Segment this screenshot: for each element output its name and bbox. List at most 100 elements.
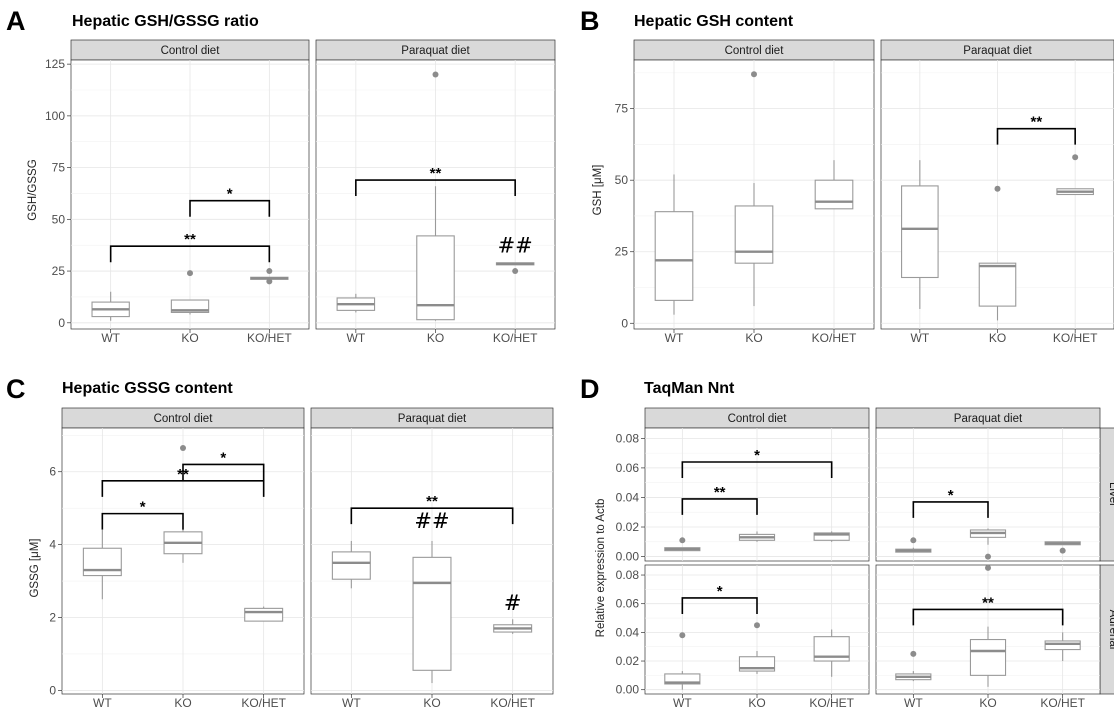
box-iqr — [734, 205, 774, 264]
boxplot-ko-het — [244, 606, 284, 622]
outlier-point — [1059, 547, 1066, 554]
x-tick-label: KO/HET — [247, 331, 292, 345]
boxplot-ko — [969, 528, 1007, 560]
y-tick-label: 0.04 — [616, 625, 640, 639]
significance-label: * — [140, 499, 146, 516]
boxplot-ko — [163, 445, 203, 563]
panel-letter: D — [580, 374, 600, 404]
significance-label: * — [227, 186, 233, 203]
facet-strip-label: Paraquat diet — [963, 45, 1032, 57]
significance-bracket — [101, 480, 265, 497]
boxplot-ko — [412, 540, 452, 684]
chart-title: Hepatic GSSG content — [62, 380, 233, 397]
boxplot-ko-het — [1044, 541, 1081, 554]
significance-bracket — [912, 608, 1064, 626]
significance-bracket — [355, 179, 516, 197]
x-tick-label: KO — [989, 331, 1006, 345]
facet-panel: Control diet 0 25 50 75 WT KO KO/HET — [615, 39, 875, 345]
y-tick-label: 0.00 — [616, 683, 640, 697]
outlier-point — [994, 185, 1001, 192]
significance-mark: ## — [414, 509, 449, 533]
significance-bracket — [681, 498, 758, 515]
x-tick-label: KO — [423, 696, 440, 710]
y-axis-label: GSSG [μM] — [29, 538, 41, 597]
y-tick-label: 75 — [52, 161, 66, 175]
significance-bracket — [681, 597, 758, 614]
boxplot-ko — [416, 71, 455, 321]
y-axis-label: GSH/GSSG — [27, 159, 39, 220]
x-tick-label: KO — [181, 331, 198, 345]
row-strip-label: Adrenal — [1107, 610, 1114, 650]
boxplot-ko — [734, 71, 774, 307]
boxplot-ko — [978, 185, 1017, 321]
outlier-point — [751, 71, 757, 78]
outlier-point — [985, 564, 991, 571]
y-tick-label: 0.02 — [616, 520, 640, 534]
box-iqr — [664, 673, 701, 685]
panel-letter: B — [580, 6, 600, 36]
x-tick-label: WT — [673, 696, 692, 710]
facet-panel: Paraquat diet Liver * — [875, 407, 1114, 562]
boxplot-wt — [664, 632, 701, 690]
outlier-point — [266, 268, 273, 275]
facet-strip-label: Control diet — [725, 45, 785, 57]
subfigure-c: C Hepatic GSSG content GSSG [μM] Control di… — [6, 374, 554, 710]
significance-bracket — [350, 507, 514, 525]
x-tick-label: KO/HET — [490, 696, 535, 710]
boxplot-ko — [170, 270, 210, 315]
boxplot-wt — [82, 530, 122, 600]
box-iqr — [978, 262, 1017, 307]
y-tick-label: 25 — [615, 245, 629, 259]
significance-bracket — [101, 512, 184, 530]
y-tick-label: 2 — [49, 610, 56, 624]
outlier-point — [754, 622, 760, 629]
boxplot-wt — [336, 293, 376, 313]
boxplot-ko-het — [495, 262, 535, 275]
significance-label: ** — [426, 493, 438, 510]
x-tick-label: WT — [665, 331, 684, 345]
facet-strip-label: Control diet — [161, 45, 221, 57]
box-iqr — [1044, 640, 1081, 651]
x-tick-label: KO — [427, 331, 444, 345]
box-iqr — [813, 532, 850, 541]
outlier-point — [679, 632, 686, 639]
x-tick-label: KO — [745, 331, 762, 345]
boxplot-ko-het — [1056, 154, 1094, 196]
outlier-point — [1072, 154, 1079, 161]
significance-bracket — [182, 463, 265, 481]
subfigure-d: D TaqMan Nnt Relative expression to Actb Co… — [580, 374, 1114, 710]
x-tick-label: KO/HET — [1040, 696, 1085, 710]
y-tick-label: 0.06 — [616, 461, 640, 475]
x-tick-label: WT — [101, 331, 120, 345]
chart-title: Hepatic GSH/GSSG ratio — [72, 13, 259, 30]
boxplot-wt — [901, 160, 939, 309]
panel-letter: C — [6, 374, 26, 404]
outlier-point — [187, 270, 193, 277]
significance-bracket — [189, 199, 271, 217]
y-tick-label: 4 — [49, 538, 56, 552]
facet-panel: 0.00 0.02 0.04 0.06 0.08 WT KO KO/HET * — [616, 564, 870, 710]
outlier-point — [180, 445, 186, 452]
x-tick-label: KO/HET — [241, 696, 286, 710]
y-tick-label: 0.08 — [616, 568, 640, 582]
subfigure-b: B Hepatic GSH content GSH [μM] Control diet… — [580, 6, 1114, 345]
x-tick-label: WT — [904, 696, 923, 710]
outlier-point — [910, 650, 917, 657]
y-tick-label: 100 — [45, 109, 65, 123]
significance-bracket — [681, 461, 833, 478]
y-tick-label: 125 — [45, 57, 65, 71]
significance-label: ** — [1030, 114, 1042, 131]
x-tick-label: KO — [174, 696, 191, 710]
facet-strip-label: Paraquat diet — [398, 413, 467, 425]
panel-letter: A — [6, 6, 26, 36]
boxplot-ko-het — [1044, 632, 1081, 662]
y-tick-label: 0.08 — [616, 431, 640, 445]
x-tick-label: WT — [347, 331, 366, 345]
y-tick-label: 6 — [49, 465, 56, 479]
row-strip-label: Liver — [1107, 482, 1114, 507]
significance-label: ** — [430, 165, 442, 182]
facet-panel: Paraquat diet WT KO KO/HET ** — [880, 39, 1114, 345]
y-tick-label: 0.00 — [616, 550, 640, 564]
boxplot-ko-het — [814, 160, 854, 210]
